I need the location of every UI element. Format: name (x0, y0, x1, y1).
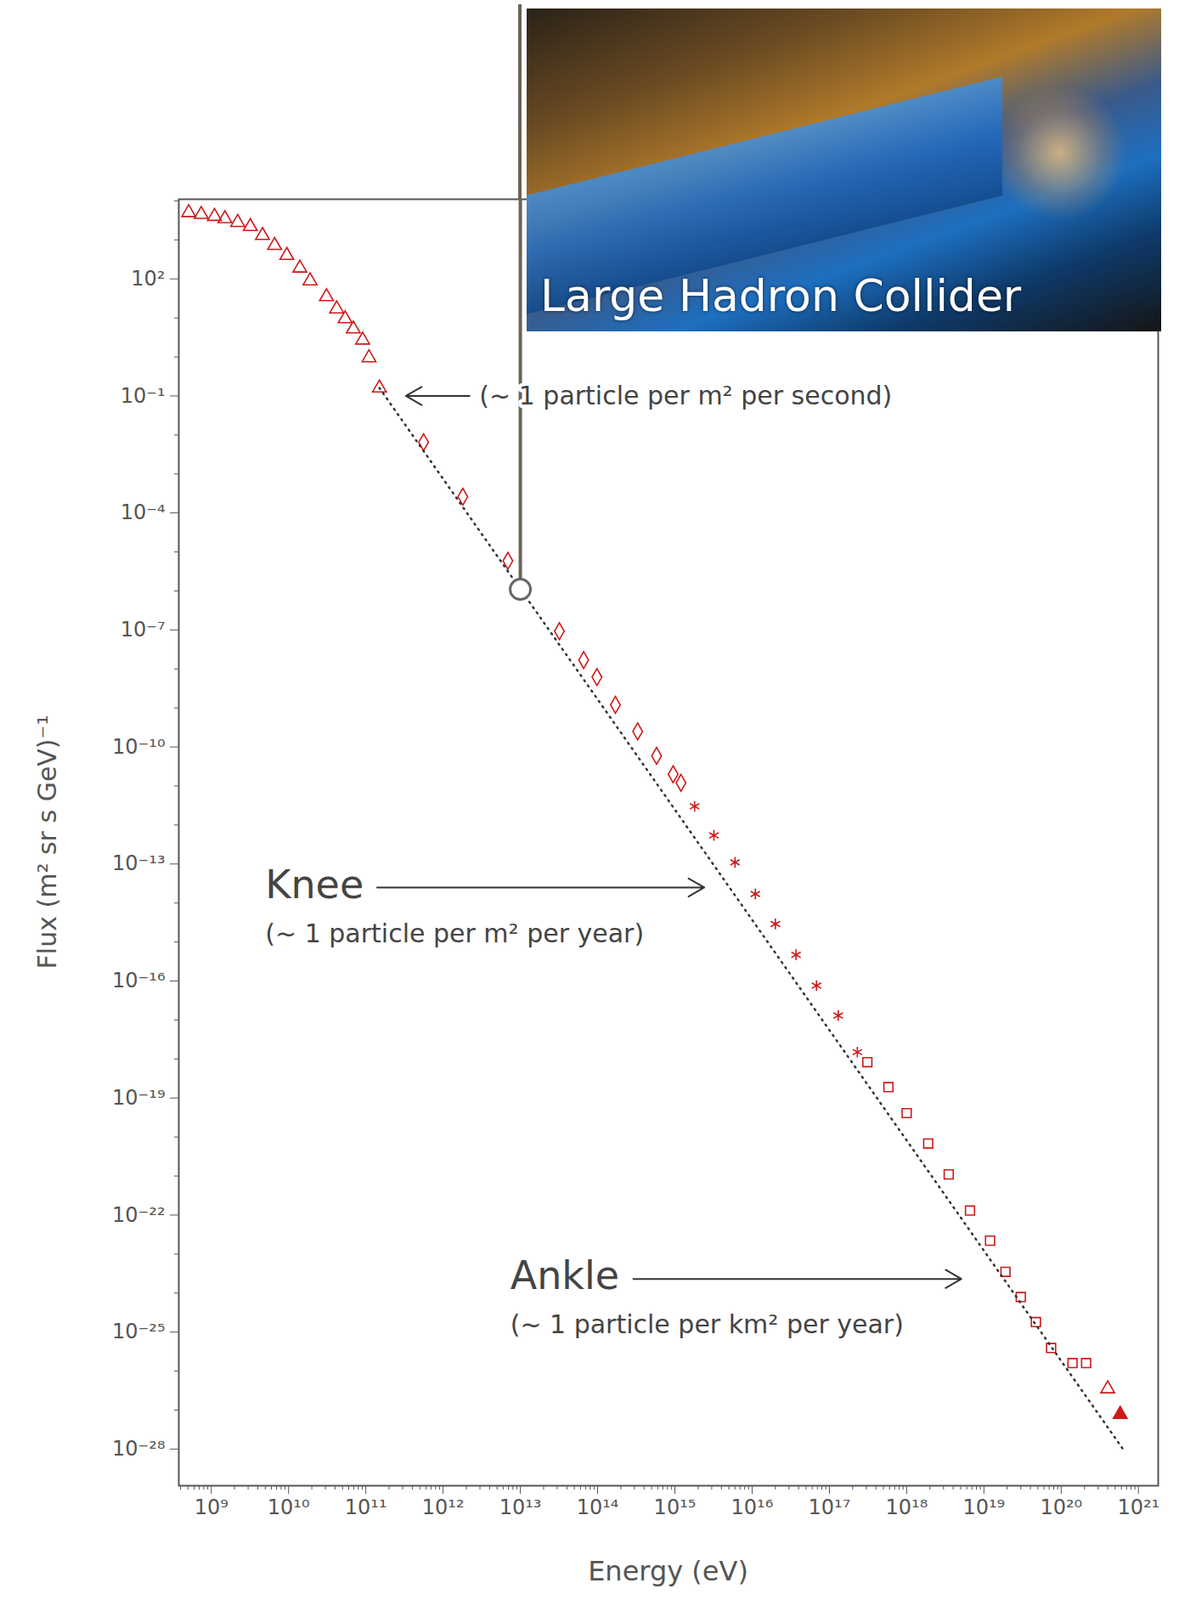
svg-text:(~ 1 particle per m² per year): (~ 1 particle per m² per year) (265, 918, 644, 948)
svg-text:10⁻¹⁹: 10⁻¹⁹ (112, 1085, 165, 1110)
svg-text:10¹³: 10¹³ (499, 1495, 542, 1519)
svg-text:Ankle: Ankle (510, 1252, 620, 1298)
svg-text:10¹⁷: 10¹⁷ (808, 1495, 852, 1519)
svg-text:10¹⁵: 10¹⁵ (654, 1495, 697, 1519)
svg-text:10⁻²²: 10⁻²² (112, 1202, 165, 1227)
svg-text:10¹⁹: 10¹⁹ (962, 1495, 1005, 1519)
svg-text:(~ 1 particle per km² per year: (~ 1 particle per km² per year) (510, 1308, 904, 1339)
svg-text:10⁻⁴: 10⁻⁴ (120, 500, 166, 525)
svg-text:10¹²: 10¹² (422, 1495, 465, 1519)
svg-text:10¹⁸: 10¹⁸ (885, 1495, 929, 1519)
svg-text:10⁹: 10⁹ (194, 1495, 229, 1519)
html-text:Energy (eV): Energy (eV) (587, 1554, 749, 1587)
svg-text:10⁻²⁵: 10⁻²⁵ (112, 1319, 165, 1343)
svg-text:10¹⁴: 10¹⁴ (576, 1495, 620, 1519)
svg-text:10¹⁰: 10¹⁰ (267, 1495, 311, 1519)
svg-text:10⁻¹⁰: 10⁻¹⁰ (112, 734, 165, 759)
svg-text:10⁻⁷: 10⁻⁷ (120, 617, 166, 642)
svg-text:10⁻²⁸: 10⁻²⁸ (112, 1436, 165, 1461)
svg-text:10²¹: 10²¹ (1117, 1495, 1160, 1519)
svg-text:10⁻¹⁶: 10⁻¹⁶ (112, 968, 165, 993)
svg-text:10⁻¹³: 10⁻¹³ (112, 851, 165, 875)
svg-text:Knee: Knee (265, 861, 364, 908)
html-text:Large Hadron Collider: Large Hadron Collider (540, 270, 1022, 322)
html-text:Flux (m² sr s GeV)⁻¹: Flux (m² sr s GeV)⁻¹ (32, 714, 63, 969)
svg-text:10²: 10² (130, 266, 165, 291)
svg-text:(~ 1 particle per m² per secon: (~ 1 particle per m² per second) (479, 380, 892, 411)
svg-text:10¹¹: 10¹¹ (344, 1495, 388, 1519)
svg-text:10¹⁶: 10¹⁶ (731, 1495, 774, 1519)
svg-text:10²⁰: 10²⁰ (1039, 1495, 1083, 1519)
svg-text:10⁻¹: 10⁻¹ (120, 383, 166, 408)
